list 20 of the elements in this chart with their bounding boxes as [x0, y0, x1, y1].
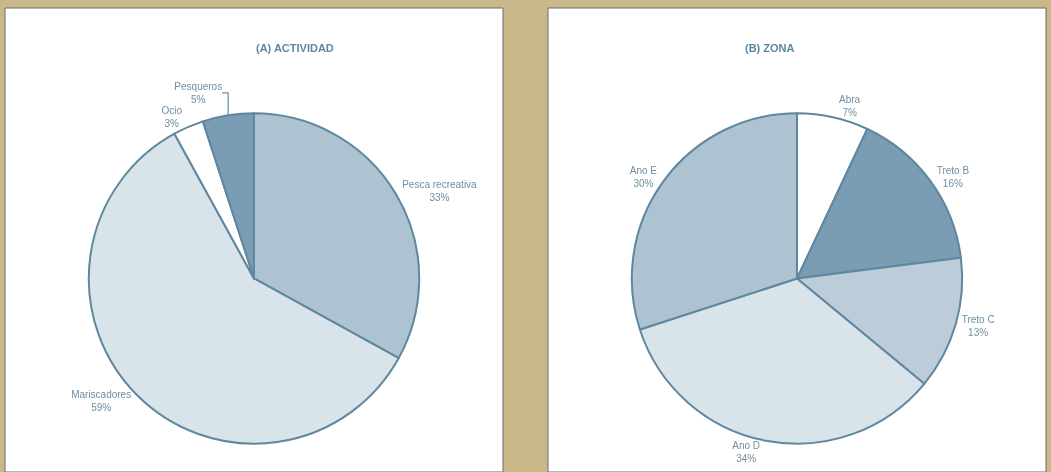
data-label: 34%: [736, 453, 757, 465]
chart-title: (A) ACTIVIDAD: [256, 42, 334, 54]
data-label: 16%: [942, 178, 963, 190]
slice-label: Mariscadores: [71, 389, 132, 401]
data-label: 3%: [164, 117, 180, 129]
data-label: 59%: [91, 402, 112, 414]
slice-label: Ocio: [161, 104, 183, 116]
slice-label: Ano D: [732, 440, 761, 452]
data-label: 7%: [842, 106, 857, 118]
data-label: 13%: [968, 326, 989, 338]
slice-label: Pesqueros: [174, 80, 223, 92]
slice-label: Ano E: [629, 165, 658, 177]
slice-label: Abra: [839, 93, 861, 105]
chart-title: (B) ZONA: [745, 42, 795, 54]
slice-label: Treto B: [936, 165, 970, 177]
data-label: 33%: [429, 192, 450, 204]
slice-label: Treto C: [961, 313, 995, 325]
data-label: 5%: [191, 93, 206, 105]
data-label: 30%: [633, 178, 654, 190]
slice-label: Pesca recreativa: [402, 179, 478, 191]
